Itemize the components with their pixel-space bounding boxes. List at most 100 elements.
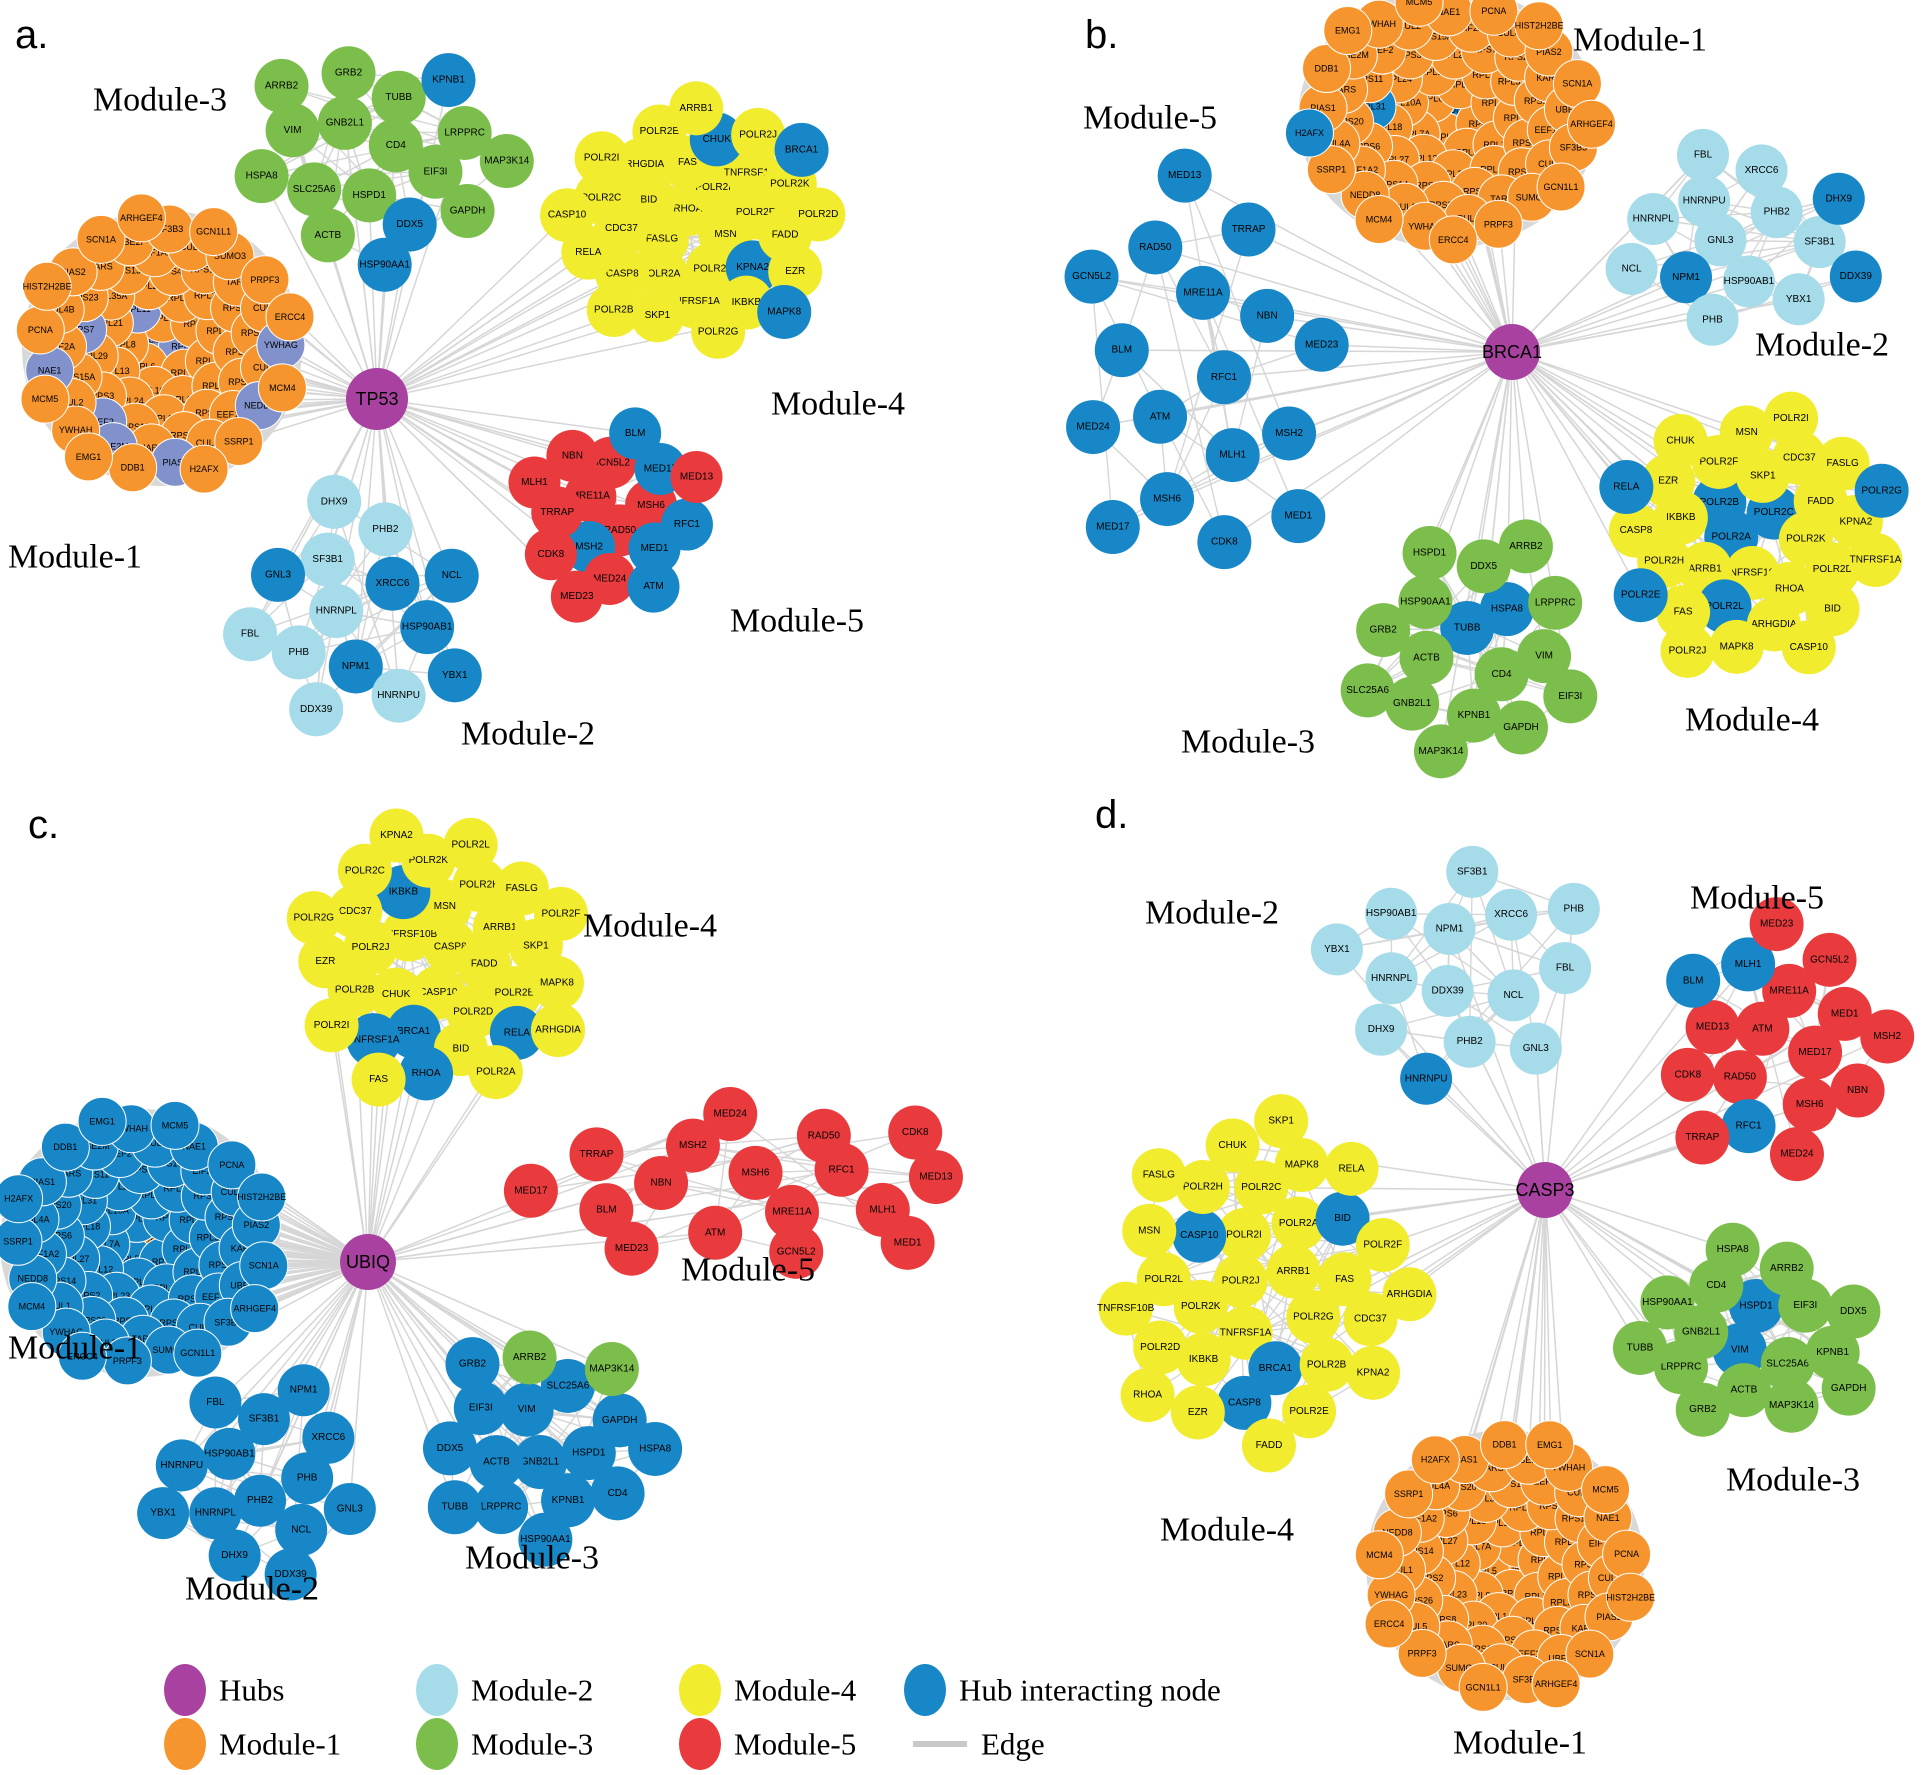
node-faslg: FASLG (1131, 1148, 1186, 1203)
node-phb2: PHB2 (1443, 1015, 1496, 1068)
node-xrcc6: XRCC6 (1485, 888, 1538, 941)
node-mapk8: MAPK8 (757, 284, 812, 339)
node-circle (1157, 148, 1212, 203)
node-label: PHB2 (1764, 207, 1791, 218)
hub-circle (1517, 1162, 1573, 1218)
node-ssrp1: SSRP1 (0, 1216, 43, 1266)
node-label: HNRNPU (377, 690, 420, 701)
node-emg1: EMG1 (1525, 1420, 1575, 1470)
node-brca1: BRCA1 (1248, 1341, 1303, 1396)
node-hsp90ab1: HSP90AB1 (203, 1427, 256, 1480)
node-label: RPL30 (1460, 1620, 1488, 1630)
node-polr2e: POLR2E (1282, 1384, 1337, 1439)
node-label: RPS15A (61, 372, 96, 382)
node-label: RPS6 (195, 408, 219, 418)
hub-edge (1544, 980, 1694, 1191)
node-label: POLR2E (1289, 1406, 1329, 1417)
node-mcm5: MCM5 (1394, 0, 1444, 27)
node-circle (40, 1122, 90, 1172)
node-circle (358, 502, 413, 557)
node-label: POLR2L (1145, 1274, 1184, 1285)
node-label: CDC37 (1783, 452, 1816, 463)
node-label: POLR2A (1279, 1218, 1319, 1229)
node-sf3b1: SF3B1 (1446, 845, 1499, 898)
node-label: KPNB1 (1816, 1347, 1849, 1358)
node-circle (1581, 1465, 1631, 1515)
node-label: RPL9 (127, 1277, 150, 1287)
node-circle (1133, 389, 1188, 444)
node-fbl: FBL (1539, 942, 1592, 995)
node-label: CDC37 (339, 906, 372, 917)
node-ssrp1: SSRP1 (1384, 1469, 1434, 1519)
node-label: RPL6 (1506, 1538, 1529, 1548)
edge (1202, 292, 1299, 517)
node-circle (1317, 1252, 1372, 1307)
node-circle (550, 570, 603, 623)
legend-label-module-5: Module-5 (734, 1727, 856, 1762)
node-label: RPL27 (1382, 155, 1410, 165)
node-label: EEF1A1 (202, 1292, 236, 1302)
node-label: RPL35A (197, 1233, 231, 1243)
node-tubb: TUBB (427, 1480, 482, 1535)
node-gcn5l2: GCN5L2 (1802, 932, 1857, 987)
node-label: POLR2K (1181, 1301, 1221, 1312)
node-msh6: MSH6 (1140, 472, 1195, 527)
node-circle (289, 682, 344, 737)
node-ybx1: YBX1 (1310, 923, 1363, 976)
node-label: POLR2B (335, 985, 375, 996)
node-circle (579, 1183, 634, 1238)
node-label: CUL4B (221, 1187, 250, 1197)
node-label: CUL3 (1538, 159, 1561, 169)
node-circle (342, 168, 397, 223)
node-label: DDX5 (437, 1443, 464, 1454)
node-polr2j: POLR2J (1660, 623, 1715, 678)
node-label: DDB1 (121, 463, 145, 473)
node-label: MAP3K14 (1418, 746, 1463, 757)
node-label: RPL24 (105, 1182, 133, 1192)
node-ddb1: DDB1 (40, 1122, 90, 1172)
node-ddx39: DDX39 (1829, 250, 1882, 303)
node-dhx9: DHX9 (1812, 172, 1865, 225)
node-circle (1473, 199, 1523, 249)
node-eif3i: EIF3I (1543, 669, 1598, 724)
node-label: TUBB (385, 92, 412, 103)
node-nbn: NBN (634, 1156, 689, 1211)
node-circle (1382, 1267, 1437, 1322)
node-circle (1248, 1341, 1303, 1396)
node-label: UBE2I (230, 1280, 256, 1290)
node-label: GCN1L1 (196, 227, 231, 237)
node-circle (155, 1439, 208, 1492)
node-sf3b1: SF3B1 (300, 532, 355, 587)
node-label: EMG1 (1335, 26, 1361, 36)
node-label: NCL (1503, 990, 1523, 1001)
node-circle (1536, 162, 1586, 212)
node-label: EEF1A1 (1518, 1649, 1552, 1659)
node-circle (265, 292, 315, 342)
legend-label-module-1: Module-1 (219, 1727, 341, 1762)
node-label: MLH1 (869, 1204, 896, 1215)
node-label: YBX1 (1786, 294, 1812, 305)
node-label: ARRB2 (1770, 1263, 1804, 1274)
node-label: RAD50 (1724, 1072, 1757, 1083)
node-label: HSP90AB1 (1366, 908, 1417, 919)
node-label: RPL35A (94, 291, 128, 301)
node-circle (1196, 350, 1251, 405)
node-casp8: CASP8 (1217, 1375, 1272, 1430)
node-label: NAE1 (1437, 7, 1461, 17)
legend-item-hub-interacting-node: Hub interacting node (904, 1664, 1221, 1716)
node-label: RPS23 (1505, 52, 1534, 62)
node-label: RPS2 (1415, 180, 1439, 190)
node-circle (586, 283, 641, 338)
node-label: FBL (206, 1397, 225, 1408)
node-scn1a: SCN1A (239, 1241, 289, 1291)
node-circle (1240, 288, 1295, 343)
node-label: RPS3 (1398, 50, 1422, 60)
node-label: RPL10A (137, 385, 171, 395)
node-label: CDC37 (605, 223, 638, 234)
node-label: KARS (1572, 1623, 1597, 1633)
node-circle (275, 1503, 328, 1556)
node-blm: BLM (1094, 323, 1149, 378)
node-label: EEF1A2 (217, 409, 251, 419)
node-prpf3: PRPF3 (1397, 1628, 1447, 1678)
node-ybx1: YBX1 (1772, 273, 1825, 326)
